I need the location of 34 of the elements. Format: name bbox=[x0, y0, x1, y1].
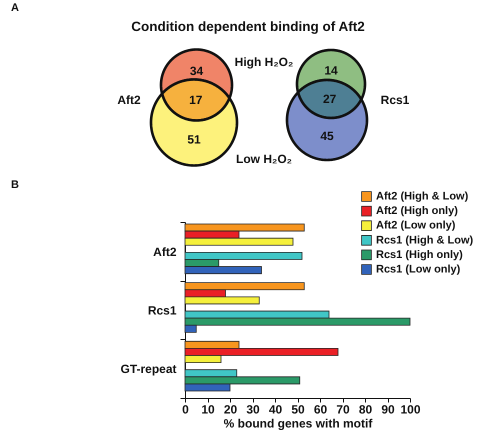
legend-label: Rcs1 (Low only) bbox=[376, 264, 461, 276]
data-label: 51 bbox=[187, 132, 201, 147]
x-tick-label: 90 bbox=[381, 402, 395, 416]
legend-label: Aft2 (High only) bbox=[376, 205, 458, 218]
x-tick-label: 100 bbox=[400, 402, 421, 416]
legend-label: Aft2 (High & Low) bbox=[376, 190, 469, 202]
data-label: 27 bbox=[322, 92, 337, 106]
y-tick-label: GT-repeat bbox=[120, 362, 177, 376]
data-label: 34 bbox=[190, 64, 204, 78]
category-label: Aft2 bbox=[117, 93, 141, 107]
text: B bbox=[11, 179, 20, 191]
data-label: 17 bbox=[189, 93, 203, 108]
legend-label: Rcs1 (High only) bbox=[376, 248, 464, 261]
legend-label: Rcs1 (High & Low) bbox=[376, 234, 474, 246]
x-tick-label: 50 bbox=[291, 402, 305, 416]
x-tick-label: 30 bbox=[246, 402, 260, 416]
x-tick-label: 70 bbox=[336, 402, 350, 416]
x-tick-label: 20 bbox=[224, 402, 238, 416]
text: Condition dependent binding of Aft2 bbox=[131, 19, 365, 34]
x-tick-label: 0 bbox=[182, 402, 190, 416]
legend-label: Aft2 (Low only) bbox=[376, 220, 456, 232]
text: A bbox=[11, 2, 20, 14]
series-label: Low H₂O₂ bbox=[236, 152, 292, 166]
series-label: High H₂O₂ bbox=[234, 55, 294, 69]
x-tick-label: 80 bbox=[358, 402, 372, 416]
data-label: 14 bbox=[324, 63, 338, 78]
x-tick-label: 10 bbox=[201, 402, 215, 416]
y-tick-label: Aft2 bbox=[153, 244, 177, 259]
y-tick-label: Rcs1 bbox=[148, 304, 177, 318]
x-tick-label: 60 bbox=[314, 402, 328, 416]
data-label: 45 bbox=[320, 129, 334, 143]
x-axis-title: % bound genes with motif bbox=[224, 416, 374, 430]
category-label: Rcs1 bbox=[380, 93, 410, 107]
x-tick-label: 40 bbox=[268, 402, 282, 416]
